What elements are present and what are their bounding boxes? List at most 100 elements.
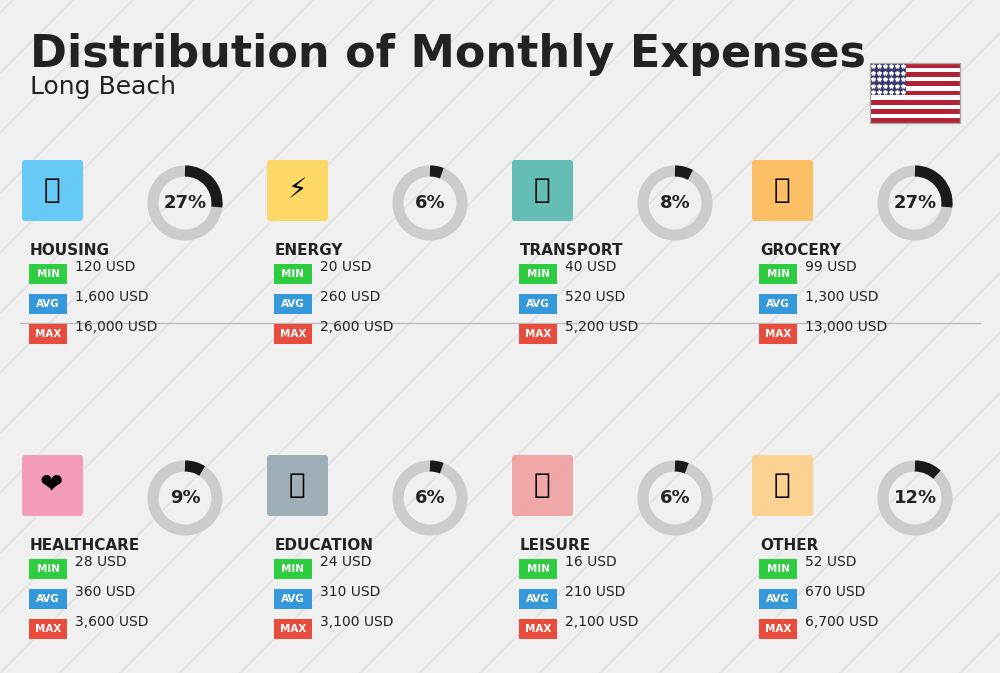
Text: AVG: AVG xyxy=(36,299,60,309)
Text: 6%: 6% xyxy=(415,489,445,507)
Text: 5,200 USD: 5,200 USD xyxy=(565,320,638,334)
FancyBboxPatch shape xyxy=(29,294,67,314)
FancyBboxPatch shape xyxy=(512,160,573,221)
FancyBboxPatch shape xyxy=(759,589,797,609)
Text: 27%: 27% xyxy=(893,194,937,212)
Text: MAX: MAX xyxy=(35,624,61,634)
Text: 52 USD: 52 USD xyxy=(805,555,856,569)
Text: AVG: AVG xyxy=(766,594,790,604)
Text: HOUSING: HOUSING xyxy=(30,243,110,258)
Text: 👛: 👛 xyxy=(774,471,790,499)
Text: 2,100 USD: 2,100 USD xyxy=(565,615,639,629)
FancyBboxPatch shape xyxy=(29,589,67,609)
Text: AVG: AVG xyxy=(526,299,550,309)
FancyBboxPatch shape xyxy=(29,559,67,579)
FancyBboxPatch shape xyxy=(519,619,557,639)
Text: MAX: MAX xyxy=(765,329,791,339)
Text: MAX: MAX xyxy=(765,624,791,634)
Text: 260 USD: 260 USD xyxy=(320,290,380,304)
FancyBboxPatch shape xyxy=(870,118,960,123)
FancyBboxPatch shape xyxy=(274,559,312,579)
FancyBboxPatch shape xyxy=(29,264,67,284)
Text: LEISURE: LEISURE xyxy=(520,538,591,553)
Text: HEALTHCARE: HEALTHCARE xyxy=(30,538,140,553)
Text: EDUCATION: EDUCATION xyxy=(275,538,374,553)
Text: Long Beach: Long Beach xyxy=(30,75,176,99)
FancyBboxPatch shape xyxy=(274,619,312,639)
FancyBboxPatch shape xyxy=(870,109,960,114)
Text: ENERGY: ENERGY xyxy=(275,243,344,258)
FancyBboxPatch shape xyxy=(274,324,312,344)
Text: MAX: MAX xyxy=(525,329,551,339)
FancyBboxPatch shape xyxy=(519,294,557,314)
Text: MIN: MIN xyxy=(526,269,550,279)
Text: MIN: MIN xyxy=(767,269,790,279)
Text: 99 USD: 99 USD xyxy=(805,260,857,274)
Text: 3,600 USD: 3,600 USD xyxy=(75,615,148,629)
FancyBboxPatch shape xyxy=(759,264,797,284)
FancyBboxPatch shape xyxy=(267,455,328,516)
Text: MIN: MIN xyxy=(282,564,304,574)
FancyBboxPatch shape xyxy=(512,455,573,516)
Text: MIN: MIN xyxy=(526,564,550,574)
Text: AVG: AVG xyxy=(36,594,60,604)
Text: 3,100 USD: 3,100 USD xyxy=(320,615,394,629)
Text: MIN: MIN xyxy=(767,564,790,574)
FancyBboxPatch shape xyxy=(759,324,797,344)
Text: 20 USD: 20 USD xyxy=(320,260,372,274)
Text: MIN: MIN xyxy=(282,269,304,279)
FancyBboxPatch shape xyxy=(29,324,67,344)
Text: MAX: MAX xyxy=(280,624,306,634)
FancyBboxPatch shape xyxy=(22,160,83,221)
Text: 13,000 USD: 13,000 USD xyxy=(805,320,887,334)
Text: 🏢: 🏢 xyxy=(44,176,60,204)
FancyBboxPatch shape xyxy=(274,589,312,609)
Text: MAX: MAX xyxy=(35,329,61,339)
Text: Distribution of Monthly Expenses: Distribution of Monthly Expenses xyxy=(30,33,866,76)
Text: 6%: 6% xyxy=(660,489,690,507)
Text: 670 USD: 670 USD xyxy=(805,585,865,599)
Text: 360 USD: 360 USD xyxy=(75,585,135,599)
Text: 🛒: 🛒 xyxy=(774,176,790,204)
FancyBboxPatch shape xyxy=(22,455,83,516)
Text: MAX: MAX xyxy=(280,329,306,339)
FancyBboxPatch shape xyxy=(870,63,960,123)
Text: 2,600 USD: 2,600 USD xyxy=(320,320,394,334)
Text: 6%: 6% xyxy=(415,194,445,212)
Text: 🚌: 🚌 xyxy=(534,176,550,204)
Text: MIN: MIN xyxy=(36,269,60,279)
Text: 120 USD: 120 USD xyxy=(75,260,135,274)
FancyBboxPatch shape xyxy=(519,324,557,344)
Text: 16,000 USD: 16,000 USD xyxy=(75,320,157,334)
Text: 8%: 8% xyxy=(660,194,690,212)
Text: OTHER: OTHER xyxy=(760,538,818,553)
FancyBboxPatch shape xyxy=(752,160,813,221)
Text: TRANSPORT: TRANSPORT xyxy=(520,243,624,258)
Text: 16 USD: 16 USD xyxy=(565,555,617,569)
Text: MAX: MAX xyxy=(525,624,551,634)
FancyBboxPatch shape xyxy=(267,160,328,221)
Text: 🛍️: 🛍️ xyxy=(534,471,550,499)
Text: AVG: AVG xyxy=(281,594,305,604)
Text: 9%: 9% xyxy=(170,489,200,507)
FancyBboxPatch shape xyxy=(759,619,797,639)
FancyBboxPatch shape xyxy=(519,559,557,579)
FancyBboxPatch shape xyxy=(870,63,960,67)
FancyBboxPatch shape xyxy=(29,619,67,639)
Text: AVG: AVG xyxy=(766,299,790,309)
FancyBboxPatch shape xyxy=(759,559,797,579)
Text: 12%: 12% xyxy=(893,489,937,507)
Text: ⚡: ⚡ xyxy=(287,176,307,204)
FancyBboxPatch shape xyxy=(274,294,312,314)
Text: 210 USD: 210 USD xyxy=(565,585,625,599)
Text: 520 USD: 520 USD xyxy=(565,290,625,304)
Text: 1,300 USD: 1,300 USD xyxy=(805,290,879,304)
FancyBboxPatch shape xyxy=(759,294,797,314)
Text: GROCERY: GROCERY xyxy=(760,243,841,258)
Text: ❤️: ❤️ xyxy=(40,471,64,499)
FancyBboxPatch shape xyxy=(870,91,960,96)
Text: 24 USD: 24 USD xyxy=(320,555,372,569)
Text: 1,600 USD: 1,600 USD xyxy=(75,290,149,304)
FancyBboxPatch shape xyxy=(870,81,960,86)
Text: AVG: AVG xyxy=(281,299,305,309)
